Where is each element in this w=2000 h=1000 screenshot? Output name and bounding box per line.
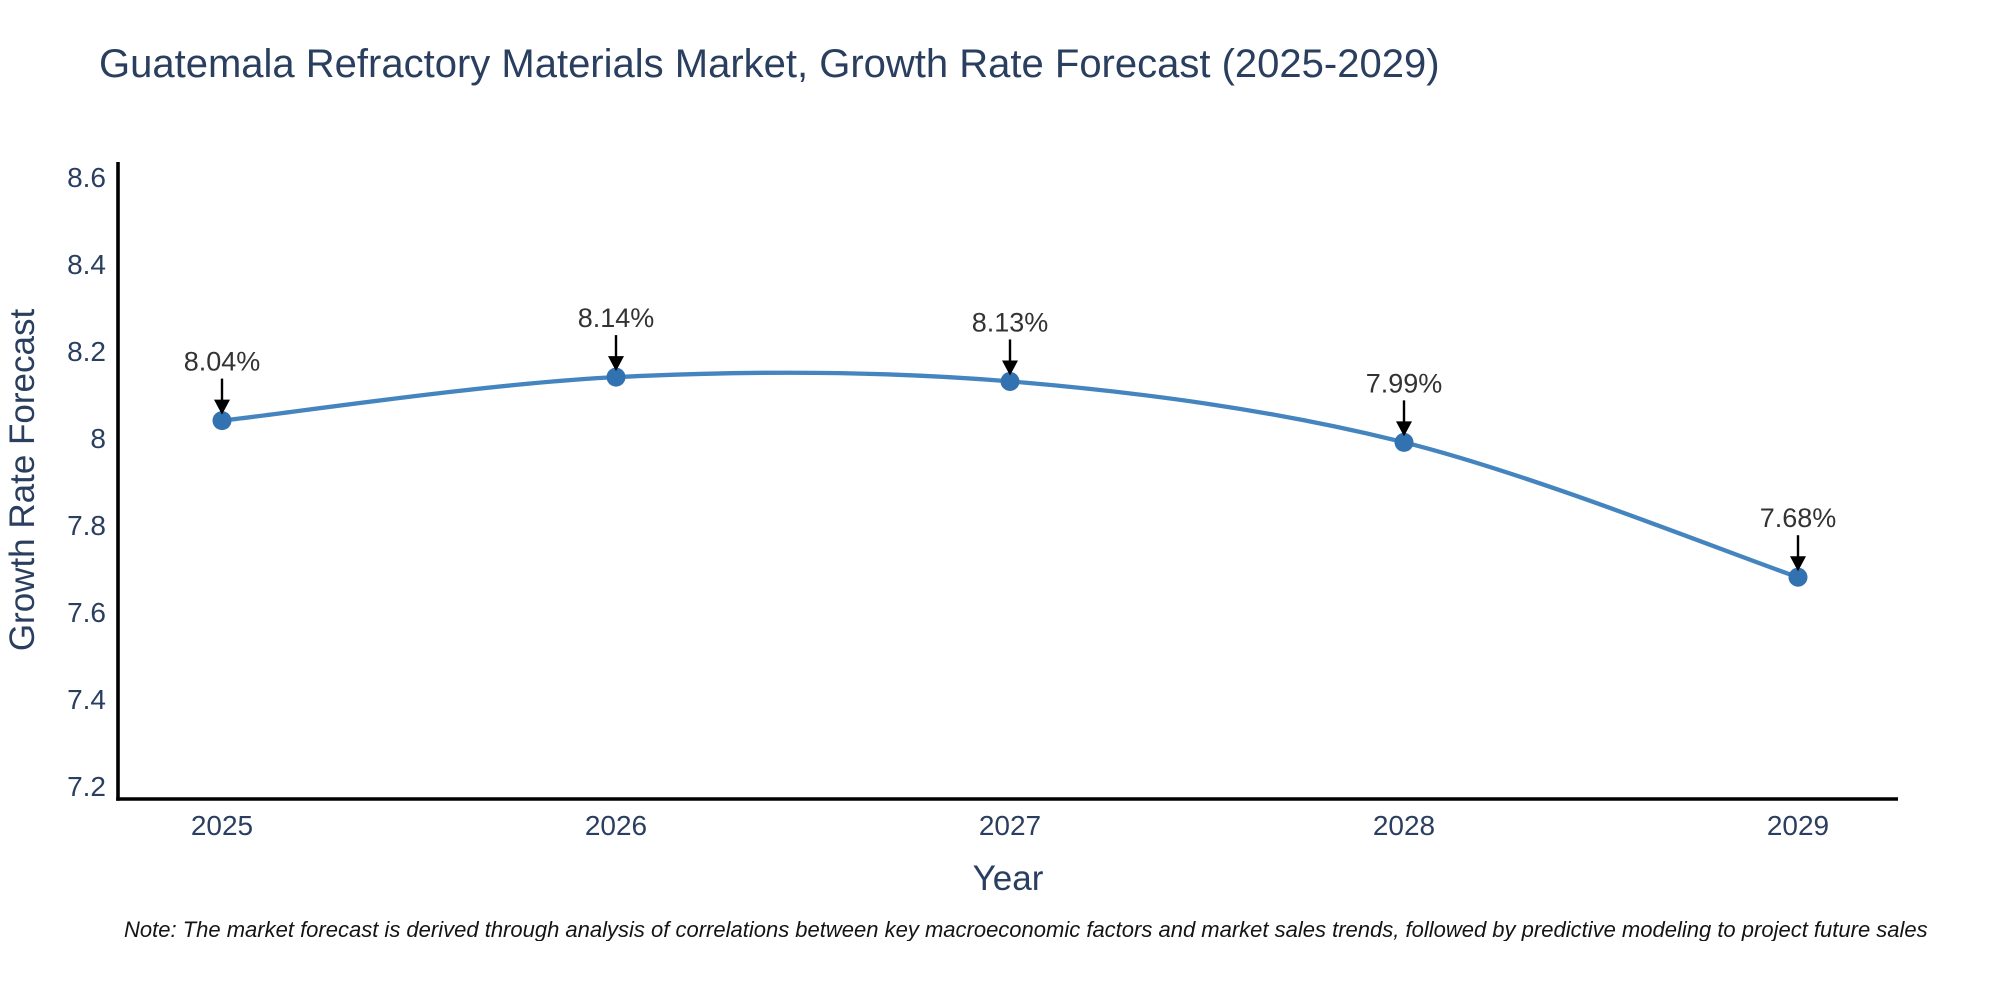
- annotation-arrowhead: [608, 356, 624, 372]
- annotation-label: 8.14%: [578, 303, 655, 333]
- y-tick-label: 8.4: [67, 249, 106, 280]
- x-axis-title: Year: [973, 859, 1044, 898]
- x-tick-label: 2029: [1767, 810, 1829, 841]
- data-point-2026[interactable]: [606, 367, 626, 387]
- annotation-label: 8.04%: [184, 347, 261, 377]
- annotation-label: 8.13%: [972, 307, 1049, 337]
- y-axis-title: Growth Rate Forecast: [3, 309, 42, 652]
- chart-title: Guatemala Refractory Materials Market, G…: [99, 42, 1440, 86]
- data-point-2025[interactable]: [212, 411, 232, 431]
- y-tick-label: 8: [90, 423, 106, 454]
- x-tick-label: 2027: [979, 810, 1041, 841]
- data-point-2029[interactable]: [1788, 567, 1808, 587]
- y-tick-label: 8.2: [67, 336, 106, 367]
- annotation-arrowhead: [1002, 360, 1018, 376]
- annotation-label: 7.99%: [1366, 368, 1443, 398]
- annotation-arrowhead: [1790, 556, 1806, 572]
- data-point-2027[interactable]: [1000, 371, 1020, 391]
- y-tick-label: 8.6: [67, 162, 106, 193]
- y-tick-label: 7.6: [67, 597, 106, 628]
- annotation-arrowhead: [214, 399, 230, 415]
- annotation-label: 7.68%: [1760, 503, 1837, 533]
- x-tick-label: 2026: [585, 810, 647, 841]
- x-tick-label: 2028: [1373, 810, 1435, 841]
- footnote: Note: The market forecast is derived thr…: [124, 919, 1928, 941]
- y-tick-label: 7.8: [67, 510, 106, 541]
- trace-line: [219, 370, 1801, 580]
- annotation-arrowhead: [1396, 421, 1412, 437]
- x-tick-label: 2025: [191, 810, 253, 841]
- y-tick-label: 7.2: [67, 771, 106, 802]
- data-point-2028[interactable]: [1394, 432, 1414, 452]
- y-tick-label: 7.4: [67, 684, 106, 715]
